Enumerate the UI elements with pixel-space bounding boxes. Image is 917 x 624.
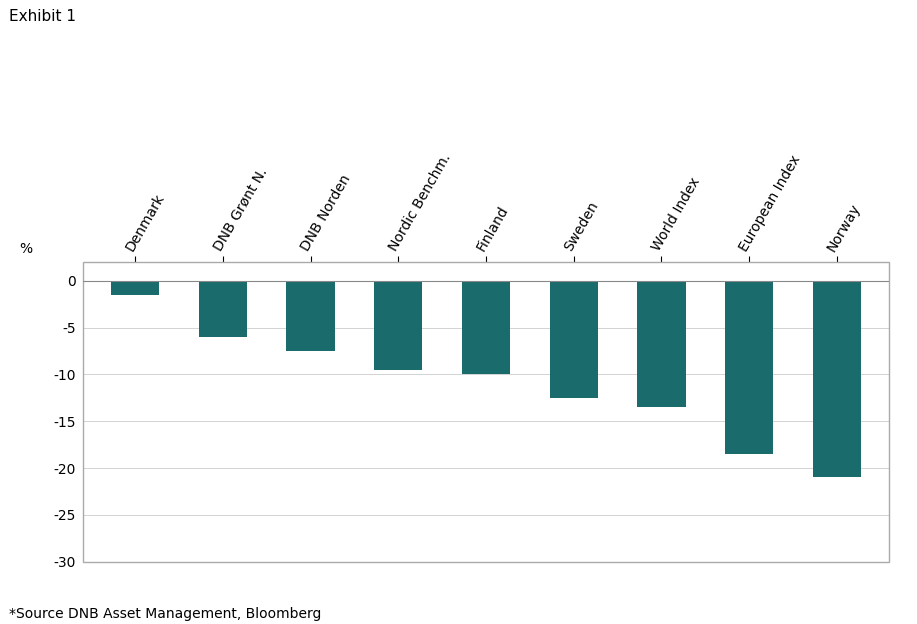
Text: Exhibit 1: Exhibit 1 [9,9,76,24]
Bar [725,281,773,454]
Bar [549,281,598,398]
Bar [286,281,335,351]
Bar [83,262,889,562]
Bar [374,281,423,369]
Bar [812,281,861,477]
Bar [462,281,510,374]
Text: %: % [19,242,33,256]
Text: *Source DNB Asset Management, Bloomberg: *Source DNB Asset Management, Bloomberg [9,607,322,621]
Bar [637,281,686,407]
Bar [111,281,160,295]
Bar [199,281,247,337]
